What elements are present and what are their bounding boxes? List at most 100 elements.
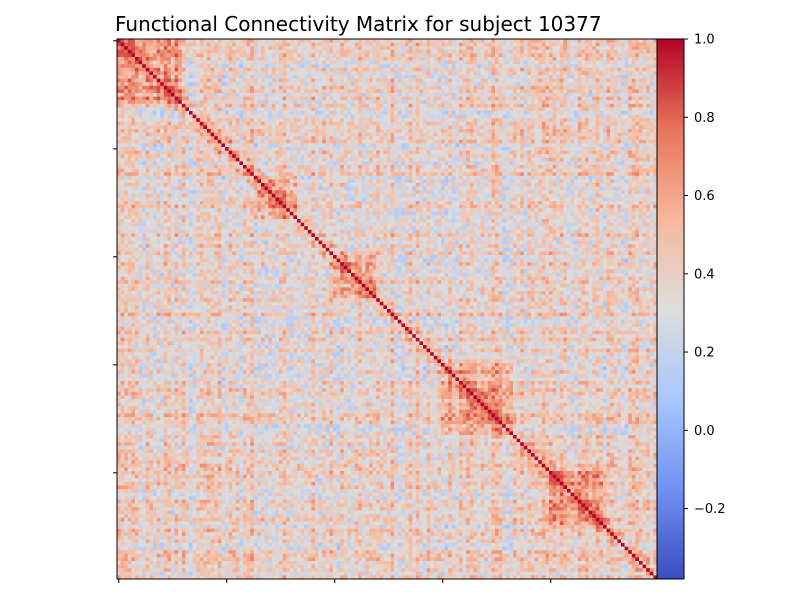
heatmap-cell: [372, 85, 377, 90]
heatmap-cell: [138, 150, 143, 155]
heatmap-cell: [235, 96, 240, 101]
heatmap-cell: [297, 103, 301, 108]
heatmap-cell: [394, 93, 399, 97]
heatmap-cell: [430, 82, 435, 87]
heatmap-cell: [264, 49, 269, 54]
heatmap-cell: [358, 114, 363, 119]
heatmap-cell: [437, 49, 442, 54]
heatmap-cell: [610, 39, 615, 43]
heatmap-cell: [145, 107, 150, 112]
heatmap-cell: [444, 67, 449, 72]
heatmap-cell: [480, 57, 485, 61]
heatmap-cell: [520, 96, 525, 101]
heatmap-cell: [397, 150, 402, 155]
heatmap-cell: [275, 71, 280, 76]
heatmap-cell: [203, 121, 208, 126]
heatmap-cell: [556, 93, 561, 97]
heatmap-cell: [307, 96, 312, 101]
heatmap-cell: [225, 39, 229, 43]
heatmap-cell: [163, 64, 168, 69]
heatmap-cell: [523, 118, 528, 123]
heatmap-cell: [617, 39, 622, 43]
heatmap-cell: [261, 136, 265, 141]
heatmap-cell: [459, 67, 463, 72]
heatmap-cell: [185, 107, 190, 112]
heatmap-cell: [300, 118, 305, 123]
heatmap-cell: [649, 49, 654, 54]
heatmap-cell: [275, 129, 280, 133]
heatmap-cell: [358, 39, 363, 43]
heatmap-cell: [307, 46, 312, 51]
heatmap-cell: [192, 75, 197, 79]
heatmap-cell: [642, 121, 647, 126]
heatmap-cell: [635, 100, 640, 105]
heatmap-cell: [505, 143, 510, 148]
heatmap-cell: [430, 46, 435, 51]
heatmap-cell: [635, 89, 640, 94]
heatmap-cell: [192, 46, 197, 51]
heatmap-cell: [606, 107, 611, 112]
heatmap-cell: [408, 118, 413, 123]
heatmap-cell: [653, 136, 658, 141]
heatmap-cell: [351, 53, 355, 58]
heatmap-cell: [610, 118, 615, 123]
heatmap-cell: [369, 111, 373, 115]
heatmap-cell: [405, 111, 409, 115]
heatmap-cell: [120, 46, 125, 51]
heatmap-cell: [124, 49, 129, 54]
heatmap-cell: [631, 49, 636, 54]
heatmap-cell: [300, 71, 305, 76]
heatmap-cell: [484, 49, 489, 54]
heatmap-cell: [185, 100, 190, 105]
heatmap-cell: [340, 46, 345, 51]
heatmap-cell: [570, 118, 575, 123]
heatmap-cell: [354, 82, 359, 87]
heatmap-cell: [635, 111, 640, 115]
heatmap-cell: [117, 46, 121, 51]
heatmap-cell: [135, 57, 139, 61]
heatmap-cell: [444, 49, 449, 54]
heatmap-cell: [487, 78, 492, 83]
heatmap-cell: [185, 39, 190, 43]
heatmap-cell: [127, 46, 132, 51]
heatmap-cell: [325, 64, 330, 69]
heatmap-cell: [297, 147, 301, 151]
heatmap-cell: [156, 78, 161, 83]
heatmap-cell: [520, 139, 525, 144]
heatmap-cell: [513, 85, 517, 90]
heatmap-cell: [538, 64, 543, 69]
heatmap-cell: [415, 75, 420, 79]
heatmap-cell: [495, 49, 499, 54]
heatmap-cell: [534, 103, 539, 108]
heatmap-cell: [178, 154, 183, 159]
heatmap-cell: [189, 71, 193, 76]
heatmap-cell: [405, 85, 409, 90]
heatmap-cell: [387, 143, 391, 148]
heatmap-cell: [513, 67, 517, 72]
heatmap-cell: [617, 71, 622, 76]
heatmap-cell: [365, 114, 370, 119]
heatmap-cell: [412, 150, 417, 155]
heatmap-cell: [592, 75, 597, 79]
heatmap-cell: [513, 53, 517, 58]
heatmap-cell: [480, 42, 485, 47]
heatmap-cell: [531, 107, 535, 112]
heatmap-cell: [567, 100, 571, 105]
heatmap-cell: [311, 89, 316, 94]
heatmap-cell: [455, 46, 460, 51]
heatmap-cell: [577, 67, 582, 72]
heatmap-cell: [297, 71, 301, 76]
heatmap-cell: [286, 53, 291, 58]
heatmap-cell: [502, 71, 507, 76]
heatmap-cell: [372, 71, 377, 76]
heatmap-cell: [631, 136, 636, 141]
heatmap-cell: [387, 100, 391, 105]
heatmap-cell: [502, 82, 507, 87]
heatmap-cell: [289, 67, 294, 72]
heatmap-cell: [160, 139, 165, 144]
heatmap-cell: [315, 67, 319, 72]
heatmap-cell: [135, 67, 139, 72]
heatmap-cell: [610, 103, 615, 108]
heatmap-cell: [264, 85, 269, 90]
heatmap-cell: [498, 129, 503, 133]
